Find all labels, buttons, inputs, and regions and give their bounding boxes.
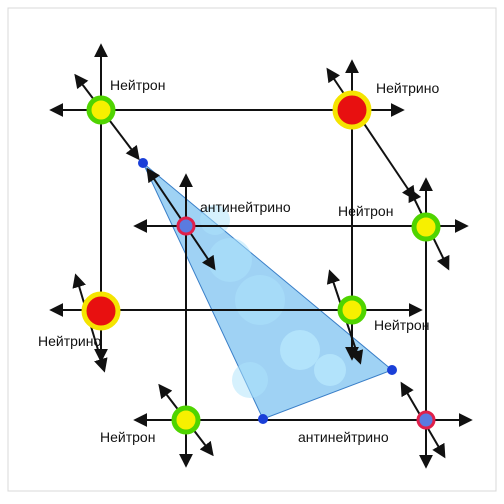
diagram: Нейтрон Нейтрино антинейтрино Нейтрон Не…: [0, 0, 504, 499]
node-label: Нейтрон: [110, 77, 165, 93]
vertex: [138, 158, 148, 168]
node-label: Нейтрино: [376, 80, 439, 96]
node-label: Нейтрон: [374, 317, 429, 333]
node-label: Нейтрон: [100, 429, 155, 445]
page: Нейтрон Нейтрино антинейтрино Нейтрон Не…: [0, 0, 504, 499]
node-label: антинейтрино: [298, 429, 389, 445]
vertex: [258, 414, 268, 424]
node-label: антинейтрино: [200, 199, 291, 215]
node-label: Нейтрон: [338, 203, 393, 219]
node-label: Нейтрино: [38, 333, 101, 349]
vertex: [387, 365, 397, 375]
